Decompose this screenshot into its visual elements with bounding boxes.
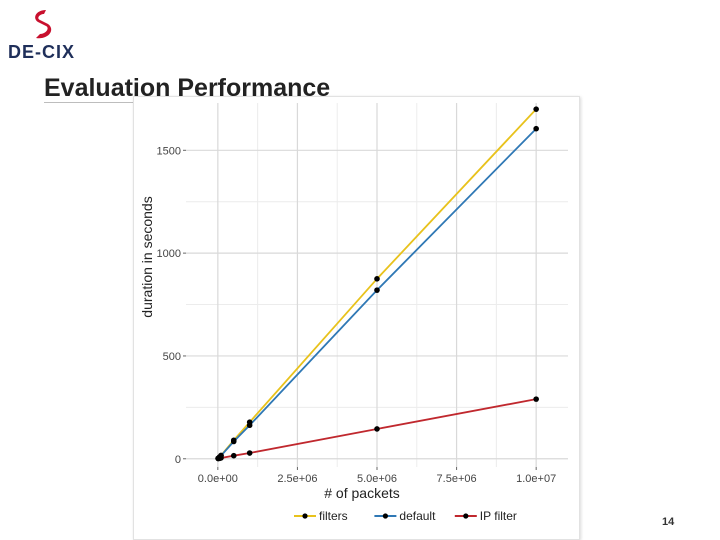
de-cix-logo: DE-CIX <box>8 8 78 64</box>
y-tick-label: 0 <box>175 454 181 466</box>
logo-text: DE-CIX <box>8 42 76 62</box>
y-axis-ticks: 0 500 1000 1500 <box>157 145 186 466</box>
y-axis-label: duration in seconds <box>139 196 155 317</box>
y-tick-label: 1000 <box>157 248 181 260</box>
x-tick-label: 2.5e+06 <box>277 473 317 485</box>
legend-key-point-ip-filter <box>463 513 469 519</box>
y-tick-label: 1500 <box>157 145 181 157</box>
data-point-default <box>230 438 237 445</box>
x-tick-label: 5.0e+06 <box>357 473 397 485</box>
data-point-ip-filter <box>246 450 253 456</box>
x-axis-ticks: 0.0e+00 2.5e+06 5.0e+06 7.5e+06 1.0e+07 <box>198 467 556 485</box>
performance-chart: 0.0e+00 2.5e+06 5.0e+06 7.5e+06 1.0e+07 0 500… <box>139 103 568 523</box>
chart-panel: 0.0e+00 2.5e+06 5.0e+06 7.5e+06 1.0e+07 0 500… <box>133 96 580 540</box>
legend-label-ip-filter: IP filter <box>480 509 517 523</box>
y-tick-label: 500 <box>163 351 181 363</box>
x-axis-label: # of packets <box>324 485 400 501</box>
chart-legend: filters default IP filter <box>294 509 517 523</box>
x-tick-label: 0.0e+00 <box>198 473 238 485</box>
legend-label-filters: filters <box>319 509 348 523</box>
data-point-default <box>246 422 253 429</box>
data-point-ip-filter <box>230 452 237 459</box>
page-number: 14 <box>662 516 675 528</box>
data-point-default <box>374 287 380 293</box>
data-point-filters <box>374 276 380 282</box>
data-point-filters <box>533 106 539 112</box>
data-point-ip-filter <box>218 455 224 461</box>
legend-key-point-default <box>382 513 388 519</box>
x-tick-label: 7.5e+06 <box>437 473 477 485</box>
data-point-ip-filter <box>533 396 539 402</box>
legend-label-default: default <box>399 509 436 523</box>
data-point-default <box>533 125 539 132</box>
chart-grid <box>186 103 568 467</box>
legend-key-point-filters <box>302 513 308 519</box>
de-cix-logo-mark <box>35 10 52 39</box>
chart-series-points <box>215 106 539 462</box>
x-tick-label: 1.0e+07 <box>516 473 556 485</box>
data-point-ip-filter <box>374 426 380 432</box>
